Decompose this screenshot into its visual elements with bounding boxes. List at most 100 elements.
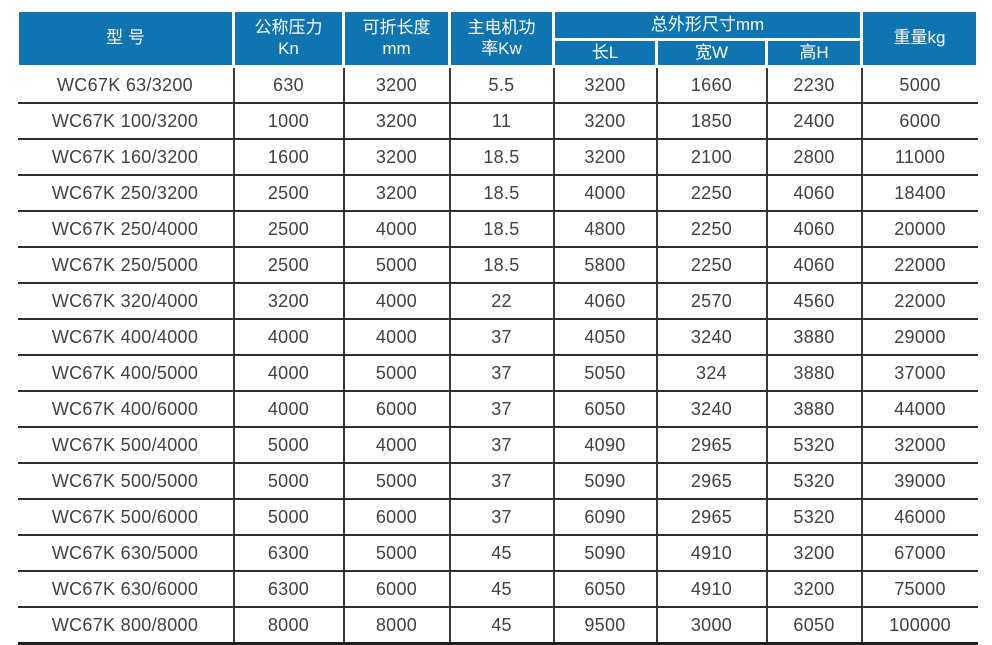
- cell-dim-height: 2230: [765, 65, 863, 104]
- cell-dim-width: 1850: [655, 102, 768, 140]
- cell-fold-length: 5000: [342, 354, 451, 392]
- cell-nominal-pressure: 1000: [232, 102, 345, 140]
- cell-motor-power: 37: [448, 426, 555, 464]
- cell-dim-height: 2400: [765, 102, 863, 140]
- cell-dim-height: 3880: [765, 390, 863, 428]
- cell-dim-width: 2965: [655, 498, 768, 536]
- cell-dim-length: 4060: [552, 282, 658, 320]
- cell-model: WC67K 500/4000: [17, 426, 235, 464]
- cell-fold-length: 5000: [342, 246, 451, 284]
- cell-model: WC67K 63/3200: [17, 65, 235, 104]
- cell-fold-length: 4000: [342, 282, 451, 320]
- cell-dim-height: 4060: [765, 246, 863, 284]
- cell-fold-length: 6000: [342, 498, 451, 536]
- table-row: WC67K 800/8000 8000 8000 45 9500 3000 6050 1000…: [17, 606, 978, 645]
- cell-fold-length: 8000: [342, 606, 451, 645]
- cell-model: WC67K 500/5000: [17, 462, 235, 500]
- cell-motor-power: 18.5: [448, 174, 555, 212]
- table-row: WC67K 100/3200 1000 3200 11 3200 1850 2400 6000: [17, 102, 978, 140]
- cell-nominal-pressure: 5000: [232, 426, 345, 464]
- cell-weight: 18400: [860, 174, 978, 212]
- cell-nominal-pressure: 4000: [232, 390, 345, 428]
- cell-nominal-pressure: 2500: [232, 174, 345, 212]
- cell-dim-width: 324: [655, 354, 768, 392]
- cell-nominal-pressure: 2500: [232, 210, 345, 248]
- cell-dim-height: 4560: [765, 282, 863, 320]
- cell-nominal-pressure: 6300: [232, 534, 345, 572]
- cell-motor-power: 37: [448, 390, 555, 428]
- cell-dim-length: 4000: [552, 174, 658, 212]
- cell-model: WC67K 100/3200: [17, 102, 235, 140]
- cell-fold-length: 5000: [342, 462, 451, 500]
- table-row: WC67K 500/6000 5000 6000 37 6090 2965 5320 4600…: [17, 498, 978, 536]
- cell-model: WC67K 250/4000: [17, 210, 235, 248]
- cell-fold-length: 5000: [342, 534, 451, 572]
- cell-dim-length: 5090: [552, 462, 658, 500]
- cell-fold-length: 4000: [342, 210, 451, 248]
- cell-dim-length: 6090: [552, 498, 658, 536]
- cell-nominal-pressure: 3200: [232, 282, 345, 320]
- table-row: WC67K 250/5000 2500 5000 18.5 5800 2250 4060 22…: [17, 246, 978, 284]
- cell-motor-power: 45: [448, 534, 555, 572]
- cell-dim-height: 3880: [765, 318, 863, 356]
- table-body: WC67K 63/3200 630 3200 5.5 3200 1660 2230 5000 W…: [17, 65, 978, 645]
- cell-weight: 75000: [860, 570, 978, 608]
- cell-model: WC67K 250/5000: [17, 246, 235, 284]
- cell-nominal-pressure: 630: [232, 65, 345, 104]
- cell-weight: 37000: [860, 354, 978, 392]
- cell-model: WC67K 400/4000: [17, 318, 235, 356]
- table-row: WC67K 630/6000 6300 6000 45 6050 4910 3200 7500…: [17, 570, 978, 608]
- cell-weight: 29000: [860, 318, 978, 356]
- cell-dim-width: 2100: [655, 138, 768, 176]
- table-row: WC67K 250/4000 2500 4000 18.5 4800 2250 4060 20…: [17, 210, 978, 248]
- cell-nominal-pressure: 1600: [232, 138, 345, 176]
- header-model: 型 号: [16, 9, 235, 68]
- cell-motor-power: 18.5: [448, 138, 555, 176]
- cell-dim-height: 3200: [765, 534, 863, 572]
- cell-dim-length: 4090: [552, 426, 658, 464]
- table-row: WC67K 400/4000 4000 4000 37 4050 3240 3880 2900…: [17, 318, 978, 356]
- cell-dim-width: 3240: [655, 318, 768, 356]
- cell-dim-length: 5090: [552, 534, 658, 572]
- cell-motor-power: 11: [448, 102, 555, 140]
- cell-dim-length: 3200: [552, 102, 658, 140]
- cell-dim-height: 5320: [765, 462, 863, 500]
- cell-nominal-pressure: 4000: [232, 318, 345, 356]
- cell-nominal-pressure: 5000: [232, 462, 345, 500]
- table-row: WC67K 250/3200 2500 3200 18.5 4000 2250 4060 18…: [17, 174, 978, 212]
- cell-dim-height: 4060: [765, 174, 863, 212]
- cell-motor-power: 5.5: [448, 65, 555, 104]
- header-dim-height: 高H: [764, 38, 864, 68]
- cell-nominal-pressure: 5000: [232, 498, 345, 536]
- cell-fold-length: 6000: [342, 570, 451, 608]
- cell-dim-length: 3200: [552, 65, 658, 104]
- cell-dim-width: 4910: [655, 570, 768, 608]
- cell-dim-length: 3200: [552, 138, 658, 176]
- cell-weight: 100000: [860, 606, 978, 645]
- table-row: WC67K 500/4000 5000 4000 37 4090 2965 5320 3200…: [17, 426, 978, 464]
- cell-dim-width: 2570: [655, 282, 768, 320]
- cell-model: WC67K 500/6000: [17, 498, 235, 536]
- cell-nominal-pressure: 4000: [232, 354, 345, 392]
- cell-model: WC67K 800/8000: [17, 606, 235, 645]
- cell-weight: 5000: [860, 65, 978, 104]
- cell-model: WC67K 250/3200: [17, 174, 235, 212]
- cell-dim-length: 5050: [552, 354, 658, 392]
- table-row: WC67K 400/6000 4000 6000 37 6050 3240 3880 4400…: [17, 390, 978, 428]
- cell-weight: 32000: [860, 426, 978, 464]
- cell-model: WC67K 400/6000: [17, 390, 235, 428]
- table-row: WC67K 400/5000 4000 5000 37 5050 324 3880 37000: [17, 354, 978, 392]
- cell-motor-power: 37: [448, 354, 555, 392]
- cell-dim-width: 3240: [655, 390, 768, 428]
- cell-fold-length: 3200: [342, 102, 451, 140]
- cell-weight: 39000: [860, 462, 978, 500]
- cell-model: WC67K 630/6000: [17, 570, 235, 608]
- cell-motor-power: 37: [448, 318, 555, 356]
- cell-dim-length: 5800: [552, 246, 658, 284]
- cell-weight: 67000: [860, 534, 978, 572]
- cell-dim-width: 2965: [655, 426, 768, 464]
- cell-model: WC67K 320/4000: [17, 282, 235, 320]
- table-row: WC67K 500/5000 5000 5000 37 5090 2965 5320 3900…: [17, 462, 978, 500]
- header-nominal-pressure: 公称压力 Kn: [232, 9, 345, 68]
